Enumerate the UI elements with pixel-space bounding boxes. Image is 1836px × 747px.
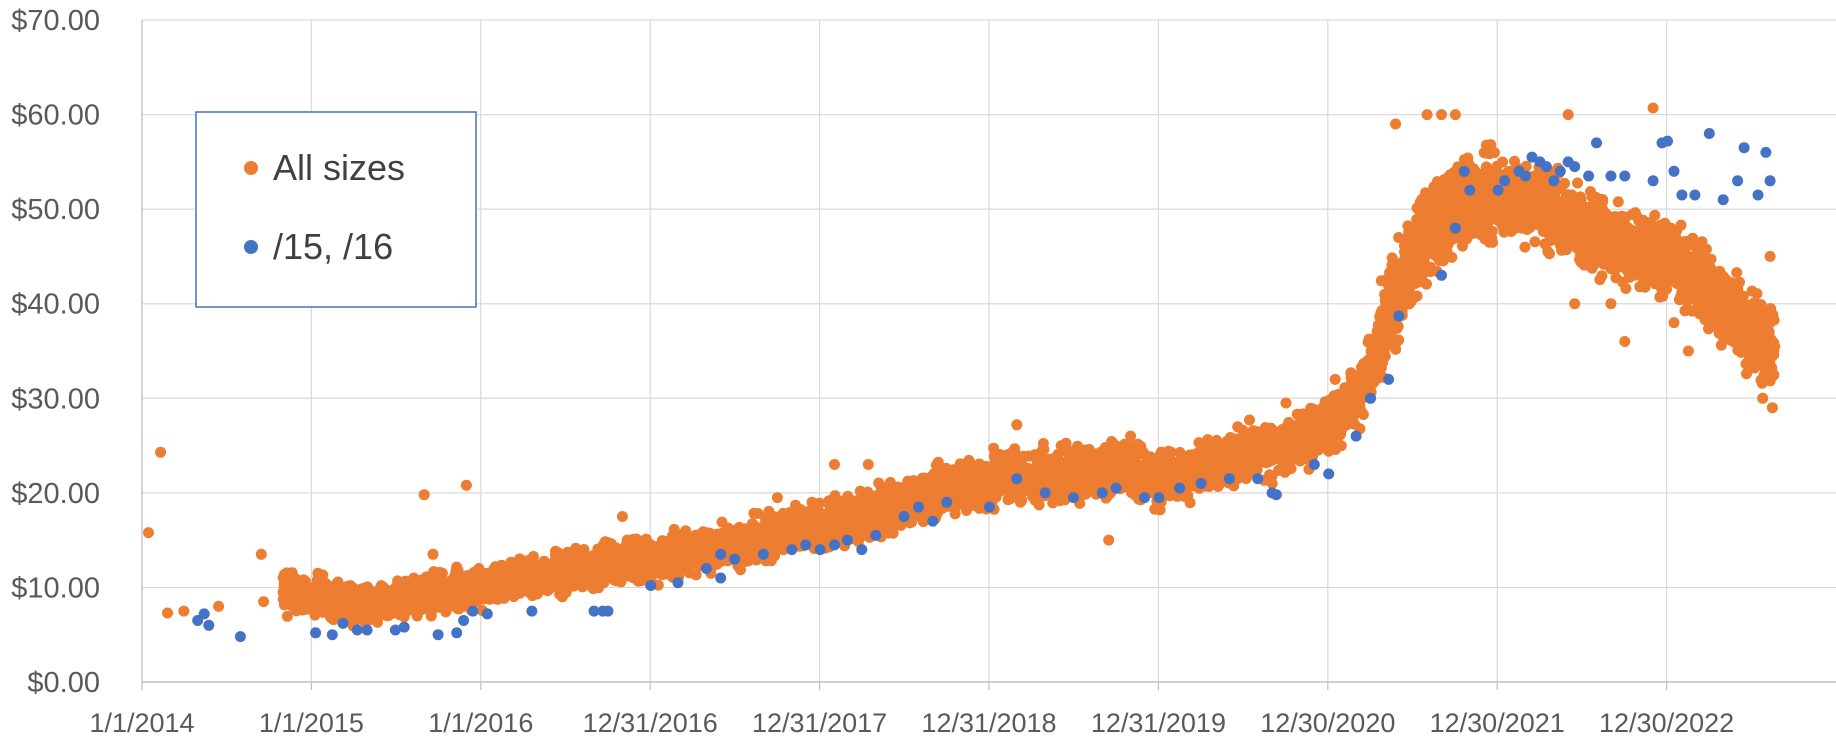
point-all-sizes (888, 528, 899, 539)
point-all-sizes (1336, 440, 1347, 451)
point-all-sizes (1244, 415, 1255, 426)
point-all-sizes (1390, 344, 1401, 355)
point-all-sizes (1446, 252, 1457, 263)
point-all-sizes (1038, 444, 1049, 455)
point-all-sizes (1421, 279, 1432, 290)
point-all-sizes (1267, 478, 1278, 489)
point-all-sizes (1412, 291, 1423, 302)
point-all-sizes (1393, 321, 1404, 332)
point-all-sizes (1286, 463, 1297, 474)
point-all-sizes (1358, 409, 1369, 420)
point-all-sizes (1185, 497, 1196, 508)
point-all-sizes (1016, 495, 1027, 506)
point-all-sizes (1393, 335, 1404, 346)
